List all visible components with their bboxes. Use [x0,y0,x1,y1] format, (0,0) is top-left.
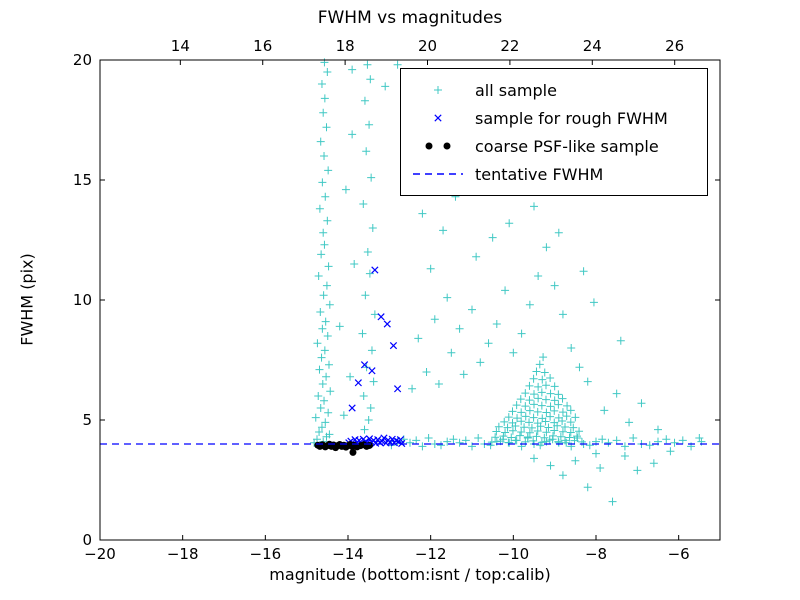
legend-marker-x-icon [434,114,442,122]
legend-marker-dash-icon [413,173,463,175]
x-tick-label: −16 [250,545,282,563]
x-tick-label: −12 [415,545,447,563]
top-tick-label: 20 [418,37,437,55]
legend-label: sample for rough FWHM [475,108,668,128]
y-tick-label: 15 [73,171,92,189]
legend-entry: coarse PSF-like sample [401,132,707,160]
legend-entry: sample for rough FWHM [401,104,707,132]
legend-entry: tentative FWHM [401,160,707,188]
x-tick-label: −6 [668,545,690,563]
chart-title: FWHM vs magnitudes [317,8,503,28]
series-coarse-PSF-like-sample [314,440,373,456]
legend-entry: all sample [401,76,707,104]
top-tick-label: 24 [583,37,602,55]
top-tick-label: 22 [500,37,519,55]
legend: all sample sample for rough FWHM coarse PS… [400,68,708,196]
x-tick-label: −20 [84,545,116,563]
top-tick-label: 18 [336,37,355,55]
legend-marker-circle-icon [425,142,451,150]
x-axis-label: magnitude (bottom:isnt / top:calib) [269,565,551,584]
top-tick-label: 16 [253,37,272,55]
legend-label: coarse PSF-like sample [475,136,659,156]
x-tick-label: −14 [332,545,364,563]
legend-label: all sample [475,80,557,100]
y-tick-label: 10 [73,291,92,309]
series-sample-for-rough-FWHM [345,266,406,448]
y-tick-label: 5 [82,411,92,429]
y-axis-label: FWHM (pix) [17,253,37,346]
y-tick-label: 0 [82,531,92,549]
y-tick-label: 20 [73,51,92,69]
x-tick-label: −8 [585,545,607,563]
top-tick-label: 14 [171,37,190,55]
x-tick-label: −10 [498,545,530,563]
legend-marker-plus-icon [434,86,442,94]
x-tick-label: −18 [167,545,199,563]
top-tick-label: 26 [665,37,684,55]
series-all-sample [310,58,706,506]
legend-label: tentative FWHM [475,164,604,184]
